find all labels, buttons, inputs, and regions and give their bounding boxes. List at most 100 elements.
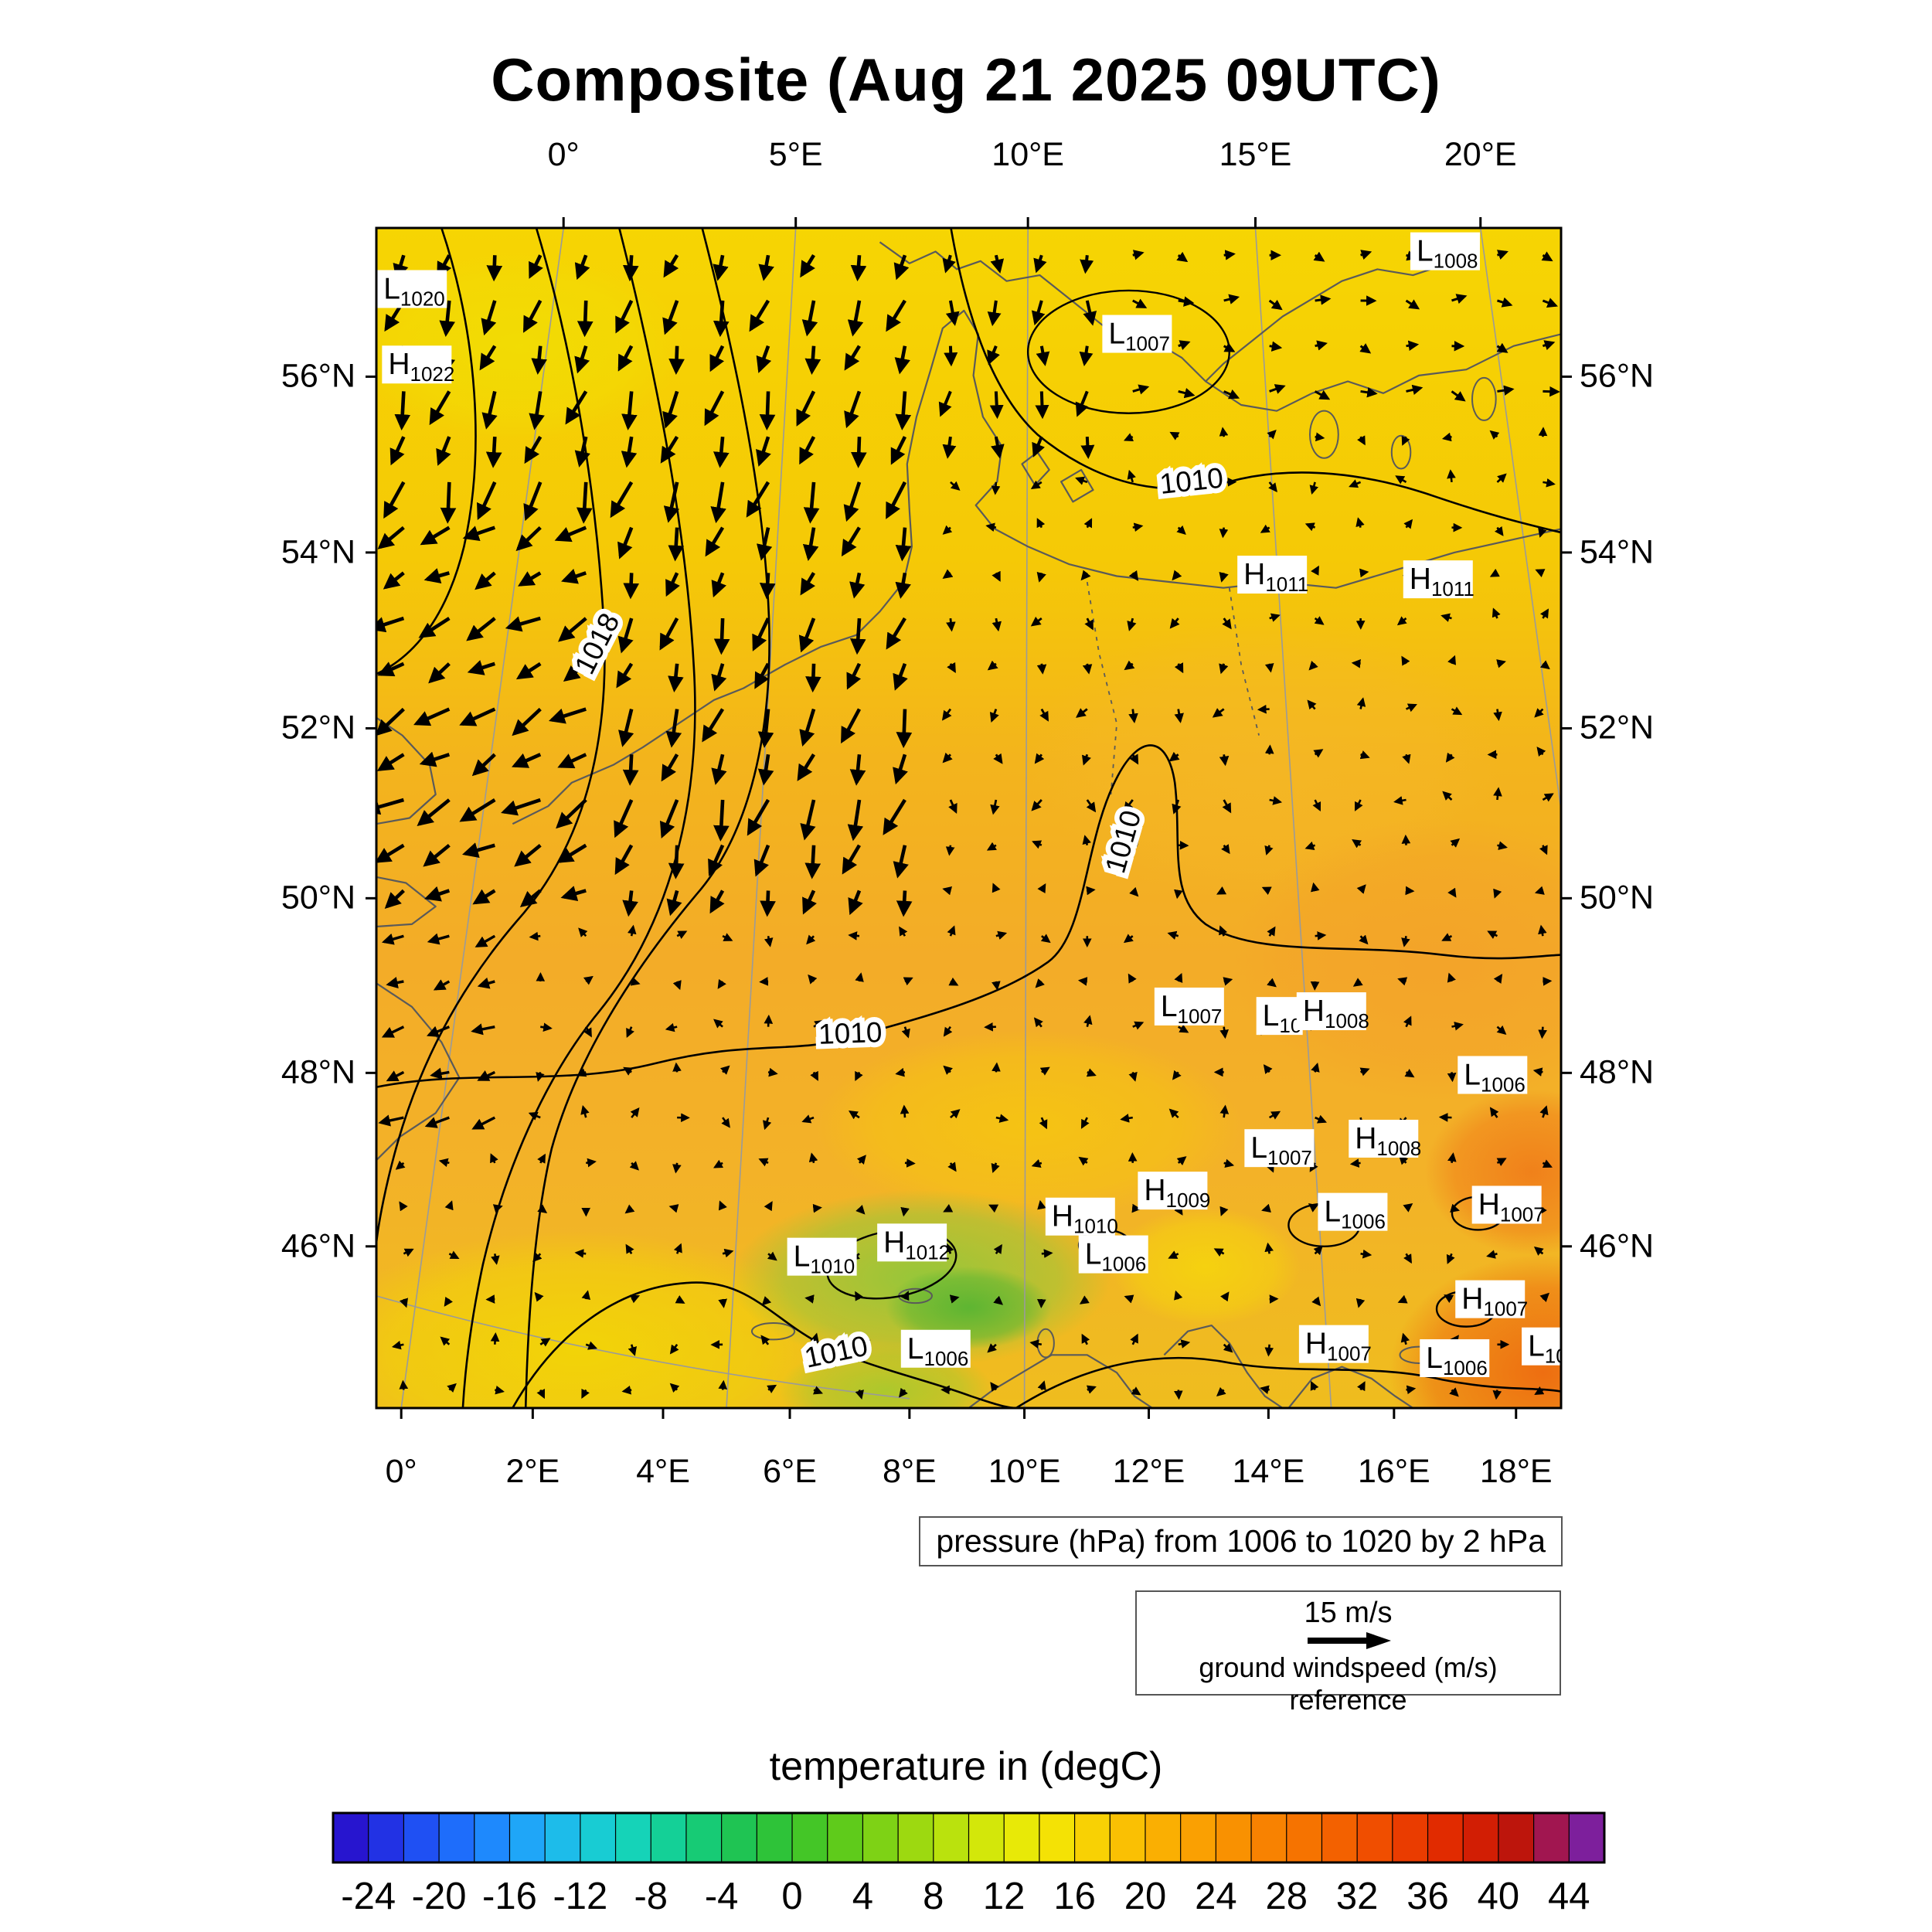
wind-arrow xyxy=(630,1294,641,1304)
wind-arrow xyxy=(1036,571,1046,583)
colorbar-tick-label: -12 xyxy=(553,1876,607,1917)
wind-arrow xyxy=(1031,300,1046,326)
wind-arrow xyxy=(1496,297,1513,308)
colorbar-cell xyxy=(580,1813,617,1862)
wind-arrow xyxy=(1269,341,1283,352)
axis-tick-label-left: 50°N xyxy=(281,879,355,917)
wind-arrow xyxy=(1120,1114,1133,1123)
wind-arrow xyxy=(1538,1026,1547,1039)
wind-arrow xyxy=(1267,430,1277,440)
colorbar-cell xyxy=(403,1813,440,1862)
wind-arrow xyxy=(1539,608,1549,619)
wind-arrow xyxy=(987,300,1002,327)
wind-arrow xyxy=(1174,972,1183,984)
wind-arrow xyxy=(517,571,542,587)
wind-arrow xyxy=(625,1243,634,1254)
colorbar-cell xyxy=(1533,1813,1570,1862)
wind-arrow xyxy=(1314,616,1325,625)
wind-arrow xyxy=(386,1070,405,1082)
wind-arrow xyxy=(717,978,726,989)
wind-arrow xyxy=(992,883,1001,893)
colorbar-cell xyxy=(1392,1813,1429,1862)
wind-arrow xyxy=(444,1200,454,1211)
wind-arrow xyxy=(661,753,679,782)
lake-outline xyxy=(1471,376,1497,421)
wind-arrow xyxy=(1268,481,1277,493)
wind-arrow xyxy=(859,1338,871,1348)
axis-tick-label-right: 56°N xyxy=(1580,357,1655,395)
wind-arrow xyxy=(992,617,1002,632)
wind-arrow xyxy=(474,934,496,947)
wind-arrow xyxy=(721,1117,730,1128)
wind-arrow xyxy=(855,972,864,982)
wind-arrow xyxy=(1219,663,1229,675)
wind-legend-caption: ground windspeed (m/s) reference xyxy=(1199,1651,1498,1716)
colorbar-tick-label: -8 xyxy=(634,1876,668,1917)
wind-arrow xyxy=(378,1114,404,1127)
wind-arrow xyxy=(1395,475,1407,485)
wind-arrow xyxy=(423,568,450,583)
wind-arrow xyxy=(1496,1158,1507,1167)
wind-arrow xyxy=(1542,793,1554,802)
wind-arrow xyxy=(629,1161,639,1171)
wind-arrow xyxy=(1178,340,1191,350)
wind-arrow xyxy=(459,707,496,726)
wind-arrow xyxy=(1351,658,1361,668)
wind-arrow xyxy=(1037,1380,1046,1391)
wind-arrow xyxy=(993,1295,1004,1305)
wind-arrow xyxy=(943,1026,953,1037)
wind-arrow xyxy=(1039,708,1049,722)
wind-arrow xyxy=(1442,791,1453,801)
pressure-marker-L: L1006 xyxy=(1078,1235,1148,1276)
colorbar-cell xyxy=(509,1813,546,1862)
wind-arrow xyxy=(949,1294,960,1304)
wind-arrow xyxy=(427,933,450,945)
wind-arrow xyxy=(1493,888,1502,899)
colorbar-tick-label: 40 xyxy=(1478,1876,1520,1917)
wind-arrow xyxy=(662,390,679,429)
graticule-parallel xyxy=(376,1295,910,1400)
colorbar-tick-label: 32 xyxy=(1336,1876,1379,1917)
wind-arrow xyxy=(436,436,451,466)
wind-arrow xyxy=(722,1248,734,1258)
wind-arrow xyxy=(377,526,405,549)
colorbar-tick-label: 24 xyxy=(1195,1876,1237,1917)
wind-arrow xyxy=(1493,709,1502,722)
wind-arrow xyxy=(1405,299,1420,310)
wind-arrow xyxy=(810,1332,819,1345)
wind-arrow xyxy=(1539,1105,1549,1118)
wind-arrow xyxy=(990,254,1005,274)
wind-arrow xyxy=(621,1385,632,1395)
wind-arrow xyxy=(1496,1025,1507,1035)
wind-arrow xyxy=(855,1389,864,1400)
wind-arrow xyxy=(767,1251,777,1261)
wind-arrow xyxy=(796,390,816,427)
axis-tick-label-left: 52°N xyxy=(281,709,355,747)
wind-arrow xyxy=(1213,1248,1225,1257)
wind-arrow xyxy=(663,481,680,523)
pressure-marker-H: H1008 xyxy=(1296,992,1369,1032)
colorbar-tick-label: 12 xyxy=(983,1876,1026,1917)
wind-reference-legend: 15 m/s ground windspeed (m/s) reference xyxy=(1135,1590,1561,1716)
colorbar-tick-label: 8 xyxy=(923,1876,944,1917)
wind-arrow xyxy=(950,1109,961,1119)
wind-arrow xyxy=(806,934,816,945)
wind-arrow xyxy=(1031,799,1043,811)
wind-arrow xyxy=(993,1243,1002,1255)
colorbar-cell xyxy=(474,1813,511,1862)
wind-arrow xyxy=(753,844,770,877)
wind-arrow xyxy=(1131,1386,1141,1396)
wind-arrow xyxy=(1084,617,1094,631)
wind-arrow xyxy=(617,345,634,372)
wind-arrow xyxy=(561,568,587,584)
wind-arrow xyxy=(942,254,956,274)
wind-arrow xyxy=(574,254,590,281)
colorbar-cell xyxy=(1569,1813,1605,1862)
wind-arrow xyxy=(808,1152,818,1164)
wind-arrow xyxy=(1359,934,1369,945)
wind-arrow xyxy=(848,1111,860,1120)
axis-tick-label-bottom: 0° xyxy=(385,1453,417,1490)
wind-arrow xyxy=(1039,1066,1050,1076)
wind-arrow xyxy=(399,1201,408,1212)
pressure-marker-L: L10 xyxy=(1522,1327,1561,1368)
